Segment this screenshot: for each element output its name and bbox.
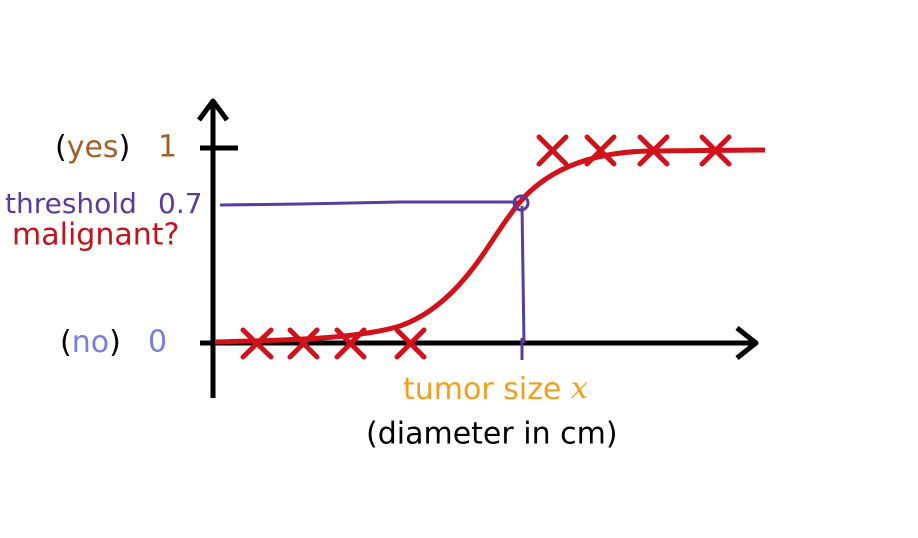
positive-examples	[536, 134, 732, 167]
cross	[394, 327, 427, 360]
cross	[584, 134, 617, 167]
x-axis-unit: (diameter in cm)	[366, 417, 618, 452]
negative-examples	[240, 327, 427, 360]
yes-label: (yes)	[55, 130, 130, 165]
paren: )	[119, 130, 131, 165]
cross	[240, 327, 274, 360]
threshold-value: 0.7	[158, 187, 203, 220]
cross	[287, 327, 320, 360]
y-axis-title: malignant?	[12, 218, 179, 253]
cross	[637, 134, 670, 167]
y-value-1: 1	[158, 130, 177, 165]
y-axis-arrow	[196, 98, 230, 122]
x-variable: x	[571, 371, 588, 406]
threshold-drop	[520, 205, 526, 344]
paren: )	[109, 325, 121, 360]
paren: (	[60, 325, 72, 360]
cross	[334, 327, 367, 360]
threshold-point	[512, 194, 530, 212]
y-value-0: 0	[148, 325, 167, 360]
yes-word: yes	[67, 130, 119, 165]
x-axis-arrow	[735, 326, 759, 360]
cross	[536, 134, 569, 167]
x-axis-title: tumor size x	[403, 371, 588, 407]
x-title-text: tumor size	[403, 372, 561, 407]
threshold-label: threshold	[5, 187, 137, 220]
no-label: (no)	[60, 325, 121, 360]
cross	[699, 134, 732, 167]
no-word: no	[72, 325, 109, 360]
paren: (	[55, 130, 67, 165]
sigmoid-curve	[214, 147, 766, 345]
threshold-line	[219, 200, 520, 207]
